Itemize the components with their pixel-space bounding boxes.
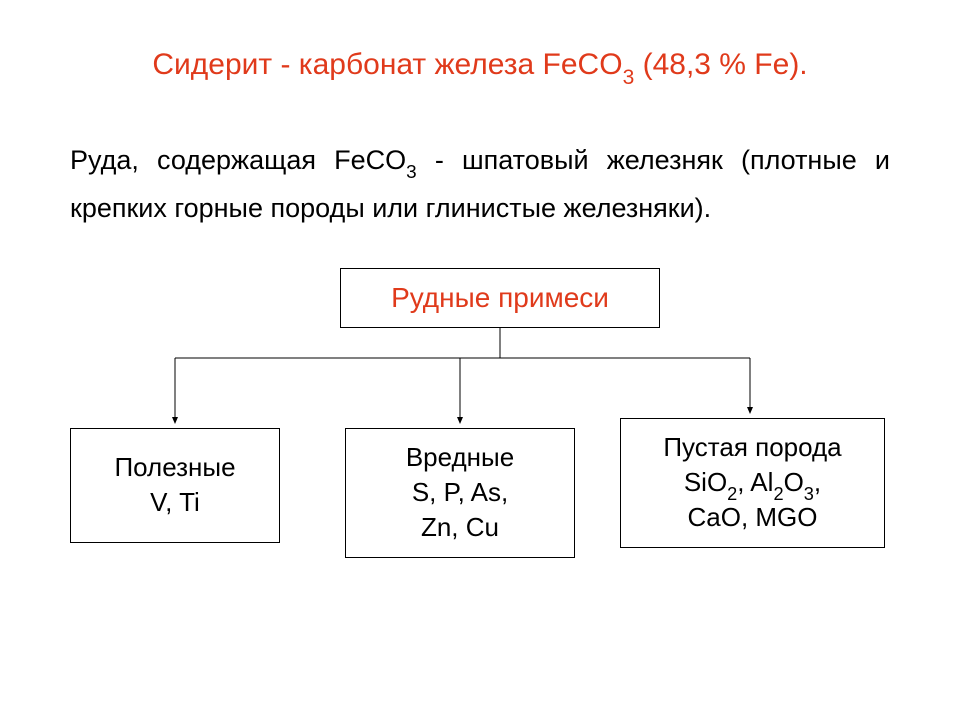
child-line2: S, P, As,Zn, Cu — [412, 475, 508, 545]
impurities-diagram: Рудные примеси Полезные V, Ti Вредные S,… — [70, 273, 890, 573]
diagram-parent-label: Рудные примеси — [391, 279, 609, 317]
child-line2: SiO2, Al2O3,CaO, MGO — [684, 465, 821, 535]
slide-description: Руда, содержащая FeCO3 - шпатовый железн… — [70, 136, 890, 233]
child-line2: V, Ti — [150, 485, 200, 520]
child-line1: Вредные — [406, 440, 514, 475]
diagram-child-useful: Полезные V, Ti — [70, 428, 280, 543]
slide-title: Сидерит - карбонат железа FeCO3 (48,3 % … — [70, 45, 890, 86]
child-line1: Полезные — [114, 450, 235, 485]
child-line1: Пустая порода — [663, 430, 841, 465]
diagram-child-harmful: Вредные S, P, As,Zn, Cu — [345, 428, 575, 558]
slide: Сидерит - карбонат железа FeCO3 (48,3 % … — [0, 0, 960, 720]
diagram-child-waste: Пустая порода SiO2, Al2O3,CaO, MGO — [620, 418, 885, 548]
diagram-parent-box: Рудные примеси — [340, 268, 660, 328]
